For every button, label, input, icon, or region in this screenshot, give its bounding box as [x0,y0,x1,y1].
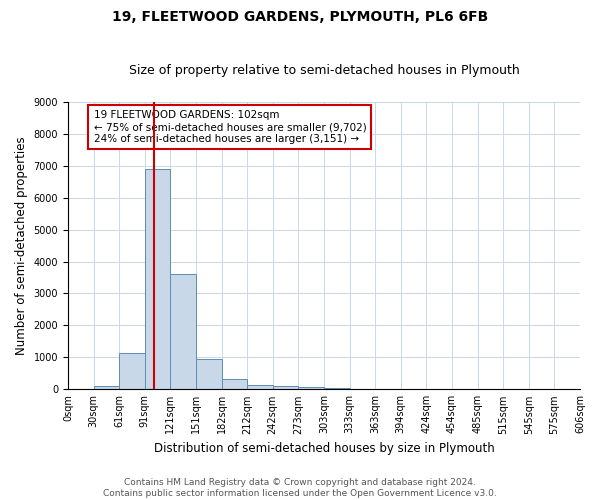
Bar [119,352,145,390]
Bar [145,169,170,390]
Text: 19 FLEETWOOD GARDENS: 102sqm
← 75% of semi-detached houses are smaller (9,702)
2: 19 FLEETWOOD GARDENS: 102sqm ← 75% of se… [94,110,366,144]
Text: Contains HM Land Registry data © Crown copyright and database right 2024.
Contai: Contains HM Land Registry data © Crown c… [103,478,497,498]
Bar [196,358,221,390]
Bar [221,379,247,390]
Y-axis label: Number of semi-detached properties: Number of semi-detached properties [15,136,28,355]
Bar [170,274,196,390]
Text: 19, FLEETWOOD GARDENS, PLYMOUTH, PL6 6FB: 19, FLEETWOOD GARDENS, PLYMOUTH, PL6 6FB [112,10,488,24]
Bar [324,388,350,390]
Bar [298,387,324,390]
Title: Size of property relative to semi-detached houses in Plymouth: Size of property relative to semi-detach… [128,64,520,77]
X-axis label: Distribution of semi-detached houses by size in Plymouth: Distribution of semi-detached houses by … [154,442,494,455]
Bar [273,386,298,390]
Bar [94,386,119,390]
Bar [247,385,273,390]
